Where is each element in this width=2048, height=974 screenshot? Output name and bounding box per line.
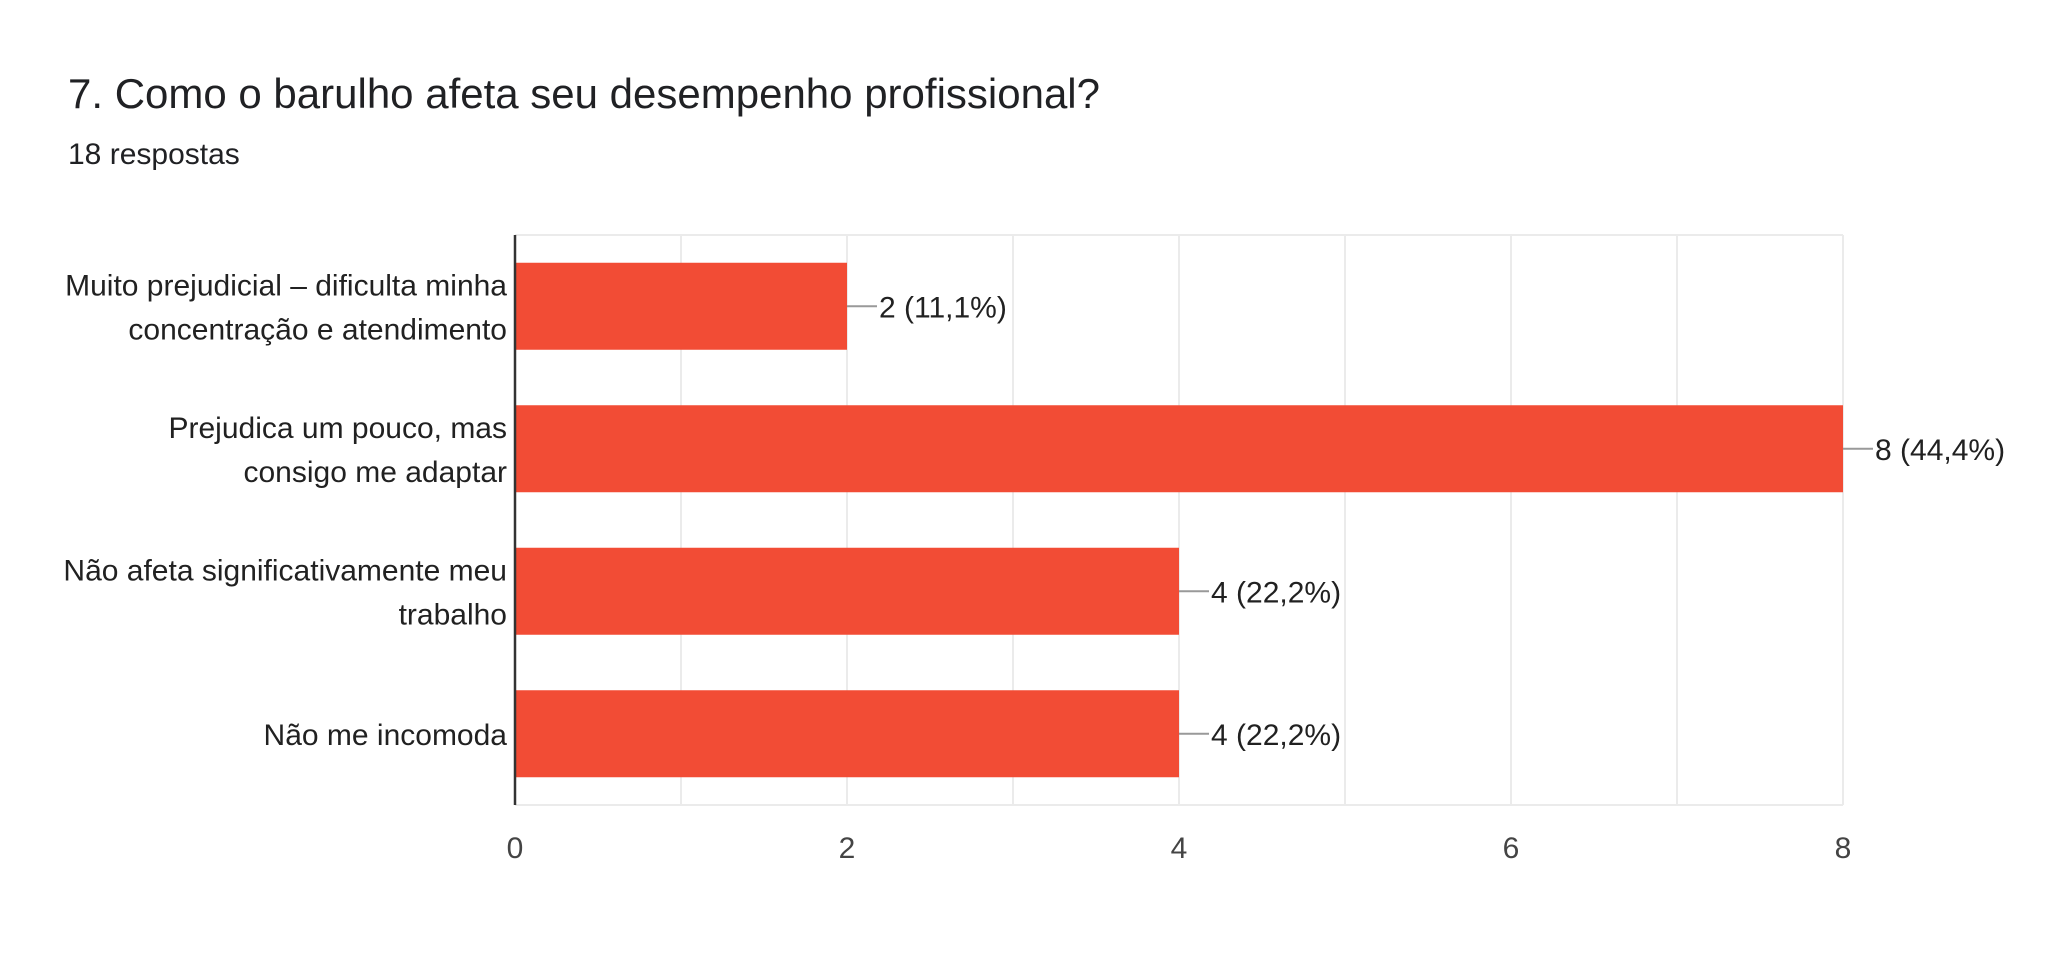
category-label: consigo me adaptar	[244, 456, 508, 489]
category-label: Muito prejudicial – dificulta minha	[65, 269, 507, 302]
data-label: 4 (22,2%)	[1211, 576, 1341, 609]
x-tick-label: 2	[839, 832, 856, 865]
x-tick-label: 8	[1835, 832, 1852, 865]
category-label: Prejudica um pouco, mas	[169, 412, 508, 445]
bars	[515, 262, 1843, 778]
data-label: 8 (44,4%)	[1875, 434, 2005, 467]
x-tick-label: 6	[1503, 832, 1520, 865]
bar	[515, 405, 1843, 493]
response-count: 18 respostas	[68, 138, 240, 171]
category-label: Não me incomoda	[264, 719, 508, 752]
x-tick-label: 0	[507, 832, 524, 865]
data-label: 2 (11,1%)	[879, 291, 1007, 324]
data-label: 4 (22,2%)	[1211, 719, 1341, 752]
data-labels: 2 (11,1%) 8 (44,4%) 4 (22,2%) 4 (22,2%)	[879, 291, 2005, 752]
bar	[515, 690, 1179, 778]
category-labels: Muito prejudicial – dificulta minha conce…	[63, 269, 507, 752]
bar	[515, 547, 1179, 635]
x-tick-label: 4	[1171, 832, 1188, 865]
tick-labels: 0 2 4 6 8	[507, 832, 1852, 865]
leader-lines	[847, 305, 1873, 735]
category-label: Não afeta significativamente meu	[63, 554, 507, 587]
category-label: concentração e atendimento	[128, 313, 507, 346]
bar	[515, 262, 847, 350]
category-label: trabalho	[399, 598, 507, 631]
chart-title: 7. Como o barulho afeta seu desempenho p…	[68, 70, 1100, 117]
